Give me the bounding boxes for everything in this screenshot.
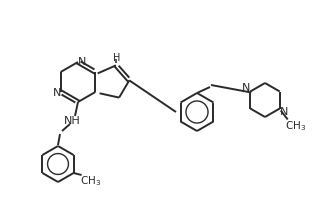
Text: H: H (113, 53, 121, 63)
Text: N: N (280, 107, 288, 117)
Text: N: N (78, 57, 86, 67)
Text: N: N (242, 83, 251, 93)
Text: CH$_3$: CH$_3$ (285, 119, 306, 133)
Text: CH$_3$: CH$_3$ (80, 173, 101, 187)
Text: NH: NH (64, 115, 80, 125)
Text: N: N (52, 88, 61, 98)
